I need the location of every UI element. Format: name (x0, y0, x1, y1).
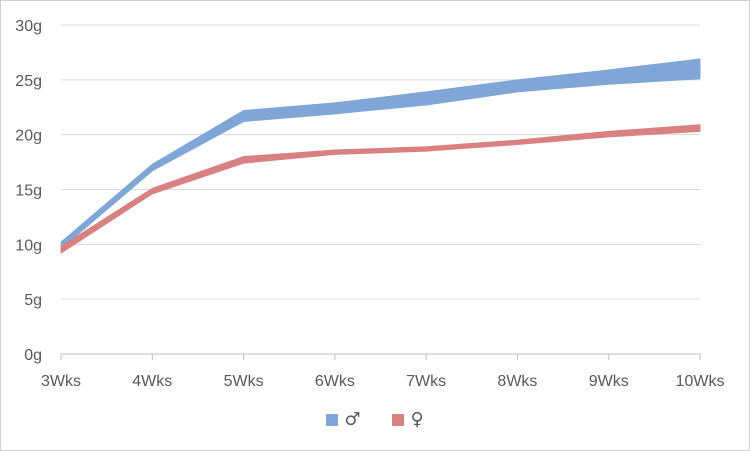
y-tick-label: 5g (24, 292, 42, 309)
x-tick-label: 4Wks (132, 373, 172, 390)
series-band-female (60, 124, 701, 254)
y-tick-label: 10g (15, 237, 42, 254)
x-tick-label: 9Wks (589, 373, 629, 390)
x-tick-label: 5Wks (224, 373, 264, 390)
y-tick-label: 15g (15, 183, 42, 200)
x-tick-label: 8Wks (497, 373, 537, 390)
x-tick-label: 7Wks (406, 373, 446, 390)
legend-label-male: ♂ (344, 409, 361, 430)
legend-swatch-male (326, 413, 339, 426)
legend-label-female: ♀ (410, 409, 424, 430)
legend-swatch-female (392, 413, 405, 426)
y-tick-label: 30g (15, 18, 42, 35)
legend-item-female: ♀ (392, 409, 424, 430)
y-tick-label: 25g (15, 73, 42, 90)
x-tick-label: 10Wks (676, 373, 725, 390)
y-tick-label: 0g (24, 347, 42, 364)
x-tick-label: 6Wks (315, 373, 355, 390)
legend-item-male: ♂ (326, 409, 360, 430)
legend: ♂ ♀ (1, 409, 749, 430)
series-band-male (60, 58, 701, 250)
x-tick-label: 3Wks (41, 373, 81, 390)
y-tick-label: 20g (15, 128, 42, 145)
